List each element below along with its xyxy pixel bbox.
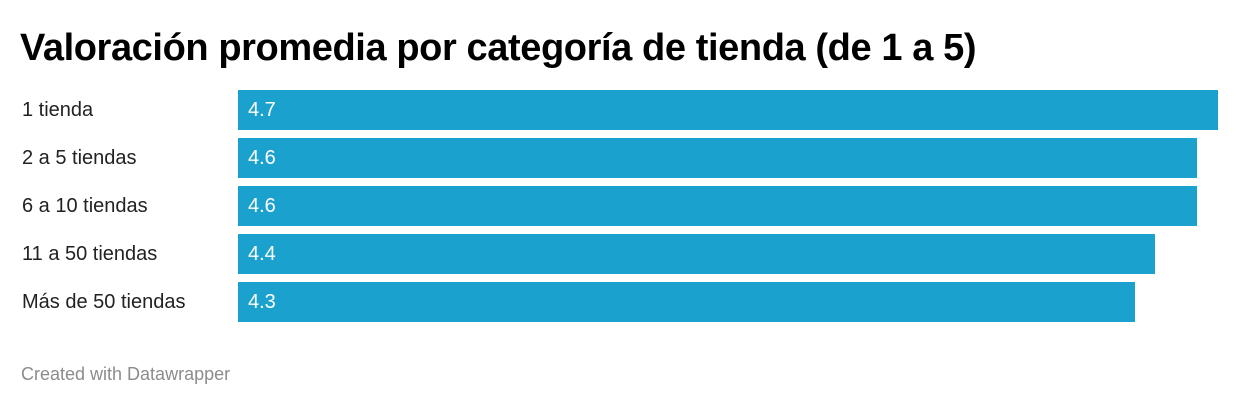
bar-value-label: 4.6 [248,147,276,169]
bar-value-label: 4.4 [248,243,276,265]
bar-value-label: 4.6 [248,195,276,217]
category-label: 2 a 5 tiendas [22,147,137,169]
bar [238,186,1197,226]
bar-value-label: 4.3 [248,291,276,313]
bar [238,234,1155,274]
bar-row: Más de 50 tiendas 4.3 [0,282,1240,322]
bar [238,90,1218,130]
bar-row: 2 a 5 tiendas 4.6 [0,138,1240,178]
category-label: Más de 50 tiendas [22,291,186,313]
chart-title: Valoración promedia por categoría de tie… [20,27,977,69]
category-label: 6 a 10 tiendas [22,195,148,217]
category-label: 1 tienda [22,99,94,121]
footer-credit: Created with Datawrapper [21,364,231,384]
bar [238,282,1135,322]
bar [238,138,1197,178]
bar-row: 11 a 50 tiendas 4.4 [0,234,1240,274]
bar-row: 1 tienda 4.7 [0,90,1240,130]
bar-value-label: 4.7 [248,99,276,121]
bar-row: 6 a 10 tiendas 4.6 [0,186,1240,226]
category-label: 11 a 50 tiendas [22,243,158,265]
